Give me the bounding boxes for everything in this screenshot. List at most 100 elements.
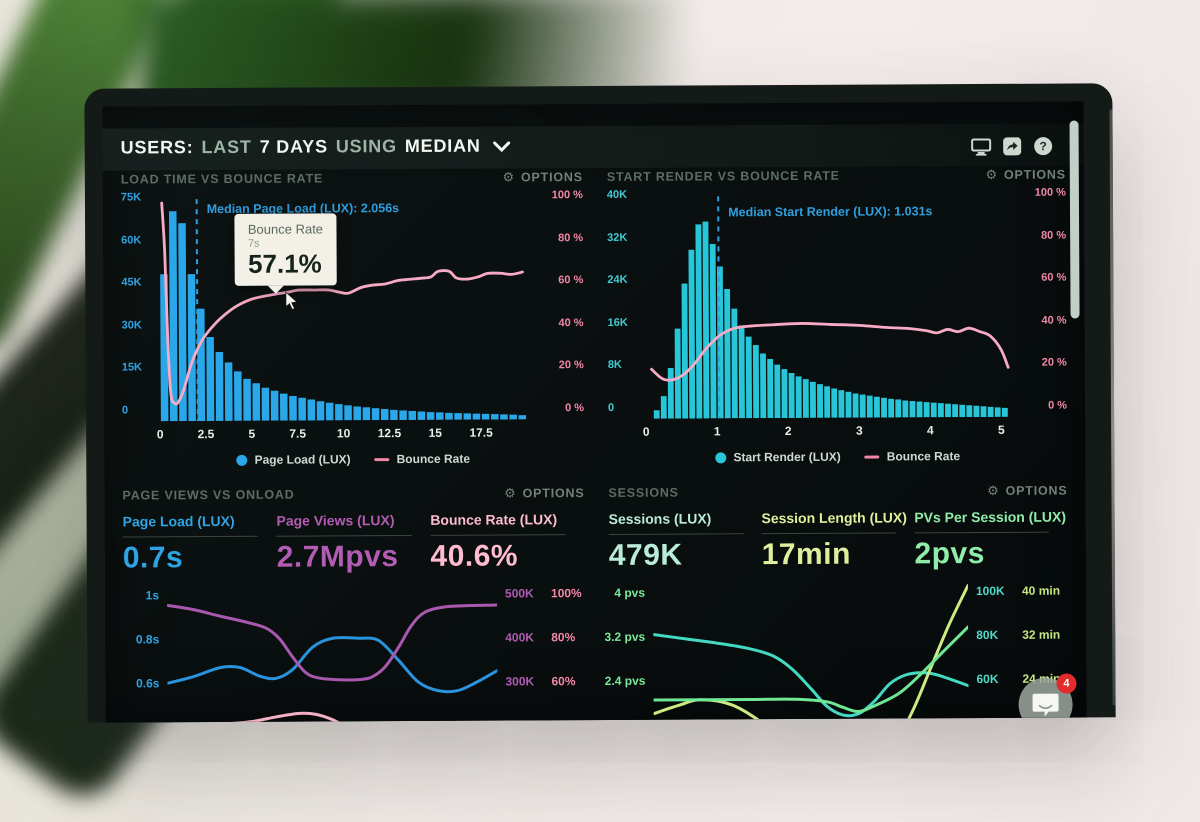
options-label: OPTIONS — [521, 170, 583, 184]
axis-tick-label: 0 % — [536, 402, 584, 414]
gear-icon: ⚙ — [987, 483, 1000, 499]
axis-tick-label: 60 % — [535, 274, 583, 286]
chart-canvas — [645, 192, 1019, 419]
chart-canvas — [653, 583, 969, 723]
axis-tick-label: 40 % — [536, 317, 584, 329]
chart-canvas — [159, 194, 536, 421]
legend-label: Bounce Rate — [397, 452, 470, 466]
notification-badge: 4 — [1056, 674, 1076, 694]
help-icon[interactable]: ? — [1033, 137, 1054, 156]
options-button[interactable]: ⚙ OPTIONS — [985, 167, 1065, 183]
metric-divider — [609, 533, 744, 535]
mouse-cursor — [285, 291, 302, 310]
axis-tick-label: 1 — [714, 424, 721, 438]
share-icon[interactable] — [1002, 137, 1023, 156]
axis-tick-label: 3 — [856, 424, 863, 438]
scrollbar-thumb[interactable] — [1070, 120, 1080, 318]
gear-icon: ⚙ — [985, 167, 998, 183]
axis-tick-label: 80% — [551, 630, 575, 644]
axis-tick-label: 1.6 pvs — [605, 718, 646, 723]
legend-swatch — [375, 458, 390, 461]
axis-tick-label: 0.6s — [136, 676, 159, 690]
axis-tick-label: 300K — [505, 674, 543, 688]
axis-tick-label: 1s — [146, 588, 159, 602]
axis-tick-label: 30K — [122, 319, 160, 331]
axis-tick-label: 4 pvs — [614, 586, 645, 600]
axis-tick-label: 40 % — [1019, 314, 1067, 326]
options-label: OPTIONS — [523, 486, 585, 500]
tooltip-value: 57.1% — [248, 249, 323, 278]
axis-tick-label: 60 % — [1018, 272, 1066, 284]
axis-tick-row: 100K 40 min — [976, 584, 1060, 598]
axis-tick-label: 500K — [505, 586, 543, 600]
metric: Page Load (LUX) 0.7s — [123, 513, 277, 574]
axis-tick-label: 17.5 — [469, 426, 492, 440]
metric-label: PVs Per Session (LUX) — [914, 509, 1067, 526]
axis-tick-label: 0.4s — [136, 720, 159, 722]
axis-tick-label: 60K — [121, 234, 159, 246]
axis-tick-label: 20 % — [536, 359, 584, 371]
gear-icon: ⚙ — [504, 485, 517, 501]
axis-tick-label: 40K — [607, 189, 645, 201]
axis-tick-label: 45K — [121, 276, 159, 288]
metric-divider — [277, 535, 412, 537]
options-button[interactable]: ⚙OPTIONS — [502, 169, 582, 185]
page-title-segment: MEDIAN — [405, 136, 481, 157]
axis-tick-label: 40% — [552, 718, 576, 722]
chart-tooltip: Bounce Rate 7s 57.1% — [235, 213, 337, 285]
panel-title: SESSIONS — [608, 486, 678, 500]
axis-tick-label: 400K — [505, 630, 543, 644]
options-button[interactable]: ⚙ OPTIONS — [987, 483, 1067, 499]
metric-label: Page Load (LUX) — [123, 513, 277, 530]
axis-tick-row: 400K 80% — [505, 630, 575, 644]
axis-tick-row: 200K 40% — [506, 718, 576, 722]
axis-tick-label: 40K — [977, 716, 1015, 723]
axis-tick-label: 10 — [337, 426, 350, 440]
axis-tick-label: 0 % — [1019, 400, 1067, 412]
axis-tick-label: 2 — [785, 424, 792, 438]
axis-tick-label: 100K — [976, 584, 1014, 598]
metric-value: 2.7Mpvs — [277, 542, 431, 573]
legend-swatch — [715, 452, 726, 463]
metric-divider — [914, 532, 1049, 534]
axis-tick-label: 16K — [608, 317, 646, 329]
options-label: OPTIONS — [1004, 168, 1066, 182]
axis-tick-row: 40K — [977, 716, 1023, 723]
metric-divider — [123, 536, 258, 538]
axis-tick-label: 15 — [429, 426, 442, 440]
axis-tick-label: 20 % — [1019, 357, 1067, 369]
legend-item: Bounce Rate — [865, 449, 960, 463]
plot-area — [653, 583, 969, 723]
page-title-segment: LAST — [201, 137, 251, 158]
chat-widget[interactable]: 4 — [1018, 678, 1072, 723]
axis-tick-label: 15K — [122, 362, 160, 374]
metric-value: 0.7s — [123, 543, 277, 574]
chart-legend: Page Load (LUX)Bounce Rate — [122, 451, 584, 467]
svg-text:?: ? — [1039, 139, 1046, 153]
axis-tick-label: 200K — [506, 718, 544, 722]
metric-label: Sessions (LUX) — [609, 510, 762, 527]
axis-tick-label: 4 — [927, 423, 934, 437]
axis-tick-label: 80 % — [1018, 229, 1066, 241]
chart-legend: Start Render (LUX)Bounce Rate — [608, 449, 1067, 465]
panel-title: LOAD TIME VS BOUNCE RATE — [121, 171, 323, 186]
options-button[interactable]: ⚙ OPTIONS — [504, 485, 584, 501]
axis-tick-label: 2.5 — [198, 427, 215, 441]
axis-tick-label: 100 % — [535, 189, 583, 201]
axis-tick-label: 24K — [607, 274, 645, 286]
axis-tick-label: 40 min — [1022, 584, 1060, 598]
display-icon[interactable] — [971, 137, 992, 156]
metric-label: Session Length (LUX) — [761, 509, 914, 526]
options-label: OPTIONS — [1006, 484, 1068, 498]
